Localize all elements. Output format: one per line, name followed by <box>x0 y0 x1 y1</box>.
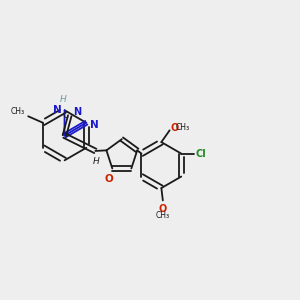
Text: CH₃: CH₃ <box>11 107 25 116</box>
Text: O: O <box>170 123 178 133</box>
Text: Cl: Cl <box>195 148 206 159</box>
Text: N: N <box>53 105 62 115</box>
Text: H: H <box>60 95 67 104</box>
Text: C: C <box>62 111 68 120</box>
Text: N: N <box>73 106 81 117</box>
Text: CH₃: CH₃ <box>156 211 170 220</box>
Text: H: H <box>92 158 99 166</box>
Text: CH₃: CH₃ <box>176 124 190 133</box>
Text: O: O <box>159 204 167 214</box>
Text: O: O <box>105 174 114 184</box>
Text: N: N <box>90 120 99 130</box>
